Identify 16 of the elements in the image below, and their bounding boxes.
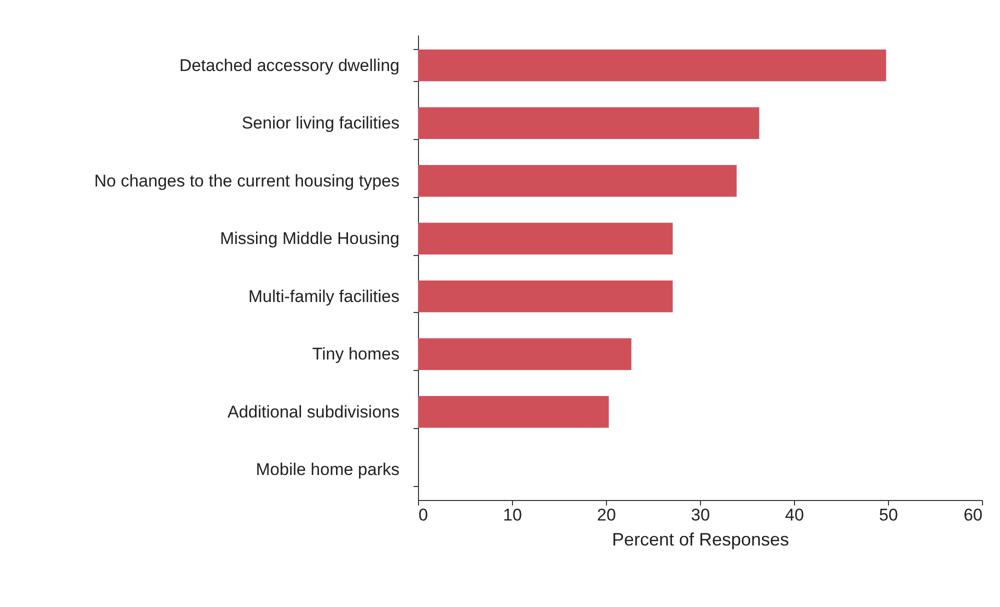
x-tick-label: 0 — [418, 506, 428, 524]
y-tick-label: Senior living facilities — [242, 114, 400, 133]
y-tick-label: Missing Middle Housing — [220, 229, 400, 248]
x-tick-label: 30 — [691, 506, 710, 524]
y-tick-label: Mobile home parks — [256, 460, 400, 480]
x-tick-label: 50 — [879, 506, 898, 524]
x-tick-label: 40 — [785, 506, 804, 524]
y-tick-label: Additional subdivisions — [228, 402, 400, 422]
y-tick-label: Multi-family facilities — [248, 286, 400, 306]
x-tick-label: 60 — [964, 506, 982, 524]
x-axis-title: Percent of Responses — [612, 530, 790, 550]
y-tick-label: Detached accessory dwelling — [179, 56, 400, 75]
x-tick-label: 20 — [597, 506, 616, 524]
y-tick-label: Tiny homes — [312, 344, 400, 364]
x-tick-label: 10 — [503, 506, 522, 524]
y-tick-label: No changes to the current housing types — [94, 171, 400, 190]
